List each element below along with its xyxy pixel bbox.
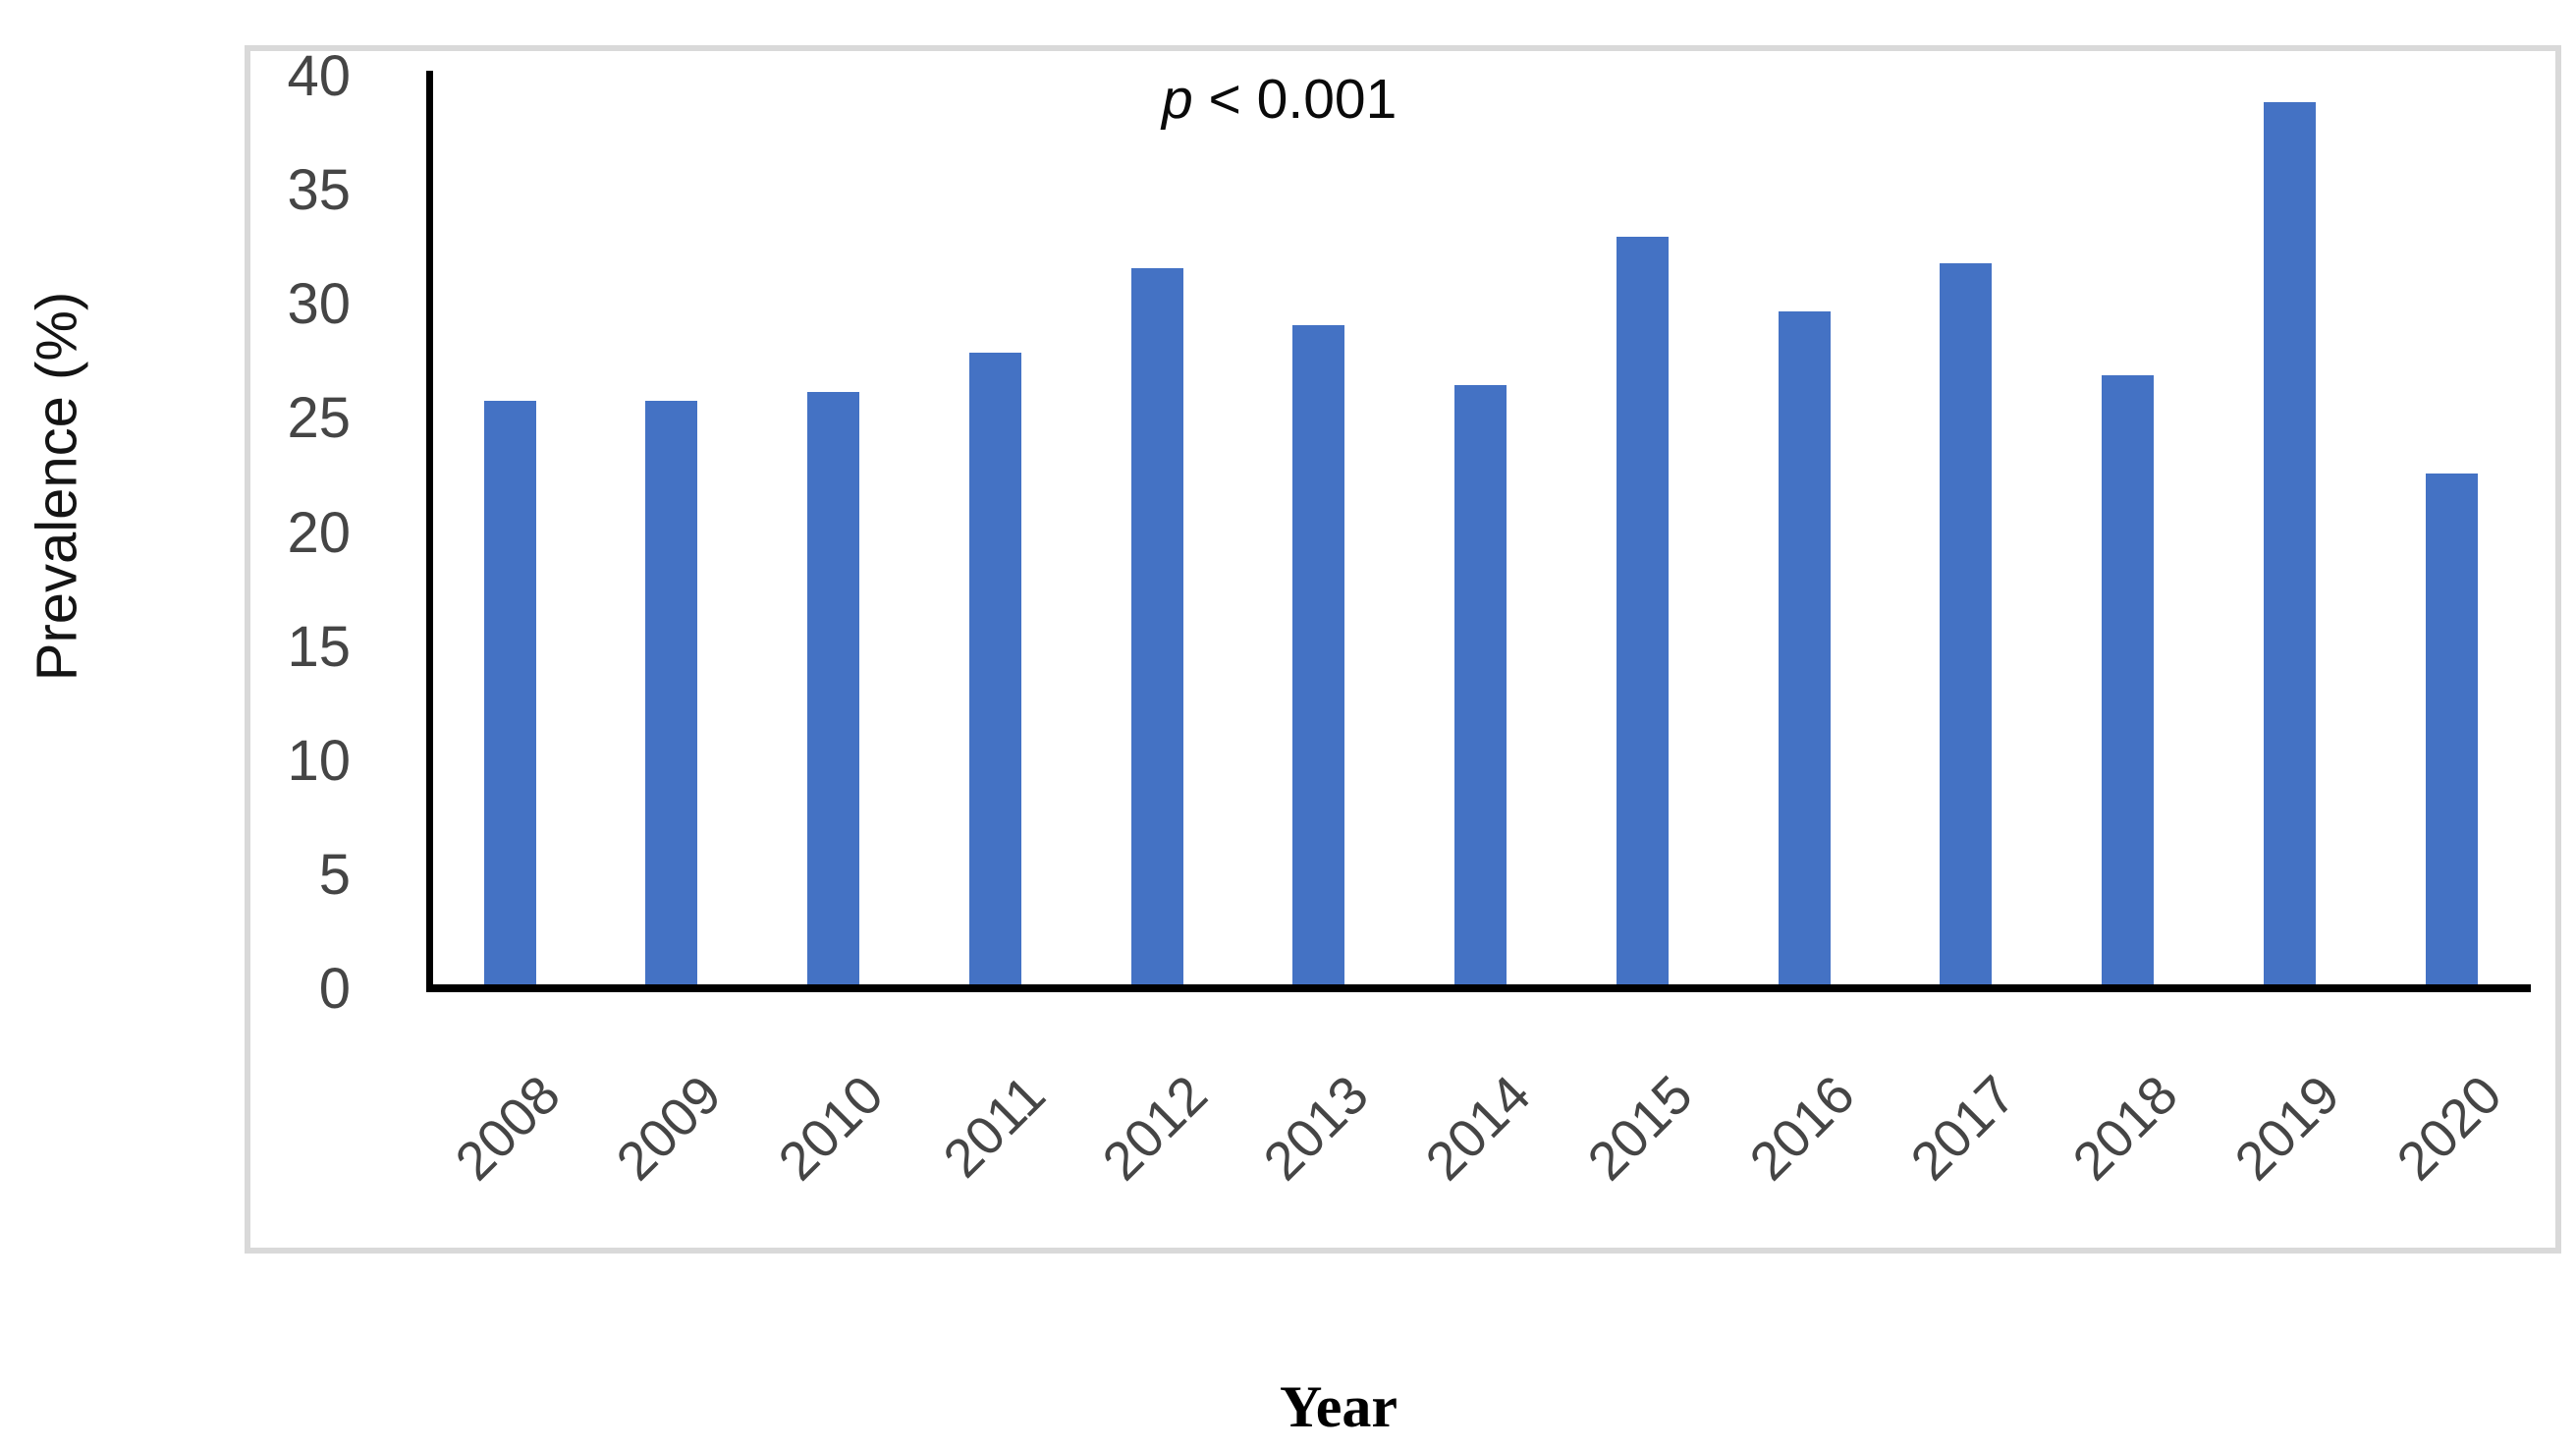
- bar-2016: [1778, 311, 1831, 984]
- x-axis-line: [426, 984, 2531, 992]
- y-tick-label: 10: [287, 728, 351, 793]
- p-value-text: < 0.001: [1192, 68, 1398, 131]
- p-value-annotation: p < 0.001: [1162, 67, 1397, 132]
- y-tick-label: 30: [287, 272, 351, 337]
- x-axis-title: Year: [1280, 1374, 1398, 1439]
- bar-2018: [2102, 375, 2154, 984]
- bar-2010: [807, 391, 859, 984]
- y-axis-line: [426, 71, 433, 992]
- bar-2015: [1616, 236, 1669, 984]
- y-axis-title: Prevalence (%): [25, 291, 89, 682]
- bar-2019: [2263, 101, 2316, 984]
- bar-2011: [968, 353, 1021, 984]
- y-tick-label: 40: [287, 44, 351, 108]
- p-symbol: p: [1162, 68, 1193, 131]
- y-tick-label: 5: [318, 842, 351, 907]
- bar-2017: [1940, 263, 1993, 984]
- bar-2008: [483, 400, 536, 984]
- bar-2013: [1292, 325, 1345, 984]
- y-tick-label: 25: [287, 386, 351, 451]
- bar-2014: [1454, 384, 1507, 984]
- y-tick-label: 35: [287, 158, 351, 223]
- bar-2009: [645, 400, 698, 984]
- y-tick-label: 0: [318, 957, 351, 1021]
- y-tick-label: 15: [287, 614, 351, 679]
- y-tick-label: 20: [287, 500, 351, 565]
- chart-border-frame: [245, 45, 2561, 1254]
- bar-2020: [2425, 474, 2478, 984]
- bar-2012: [1130, 268, 1183, 984]
